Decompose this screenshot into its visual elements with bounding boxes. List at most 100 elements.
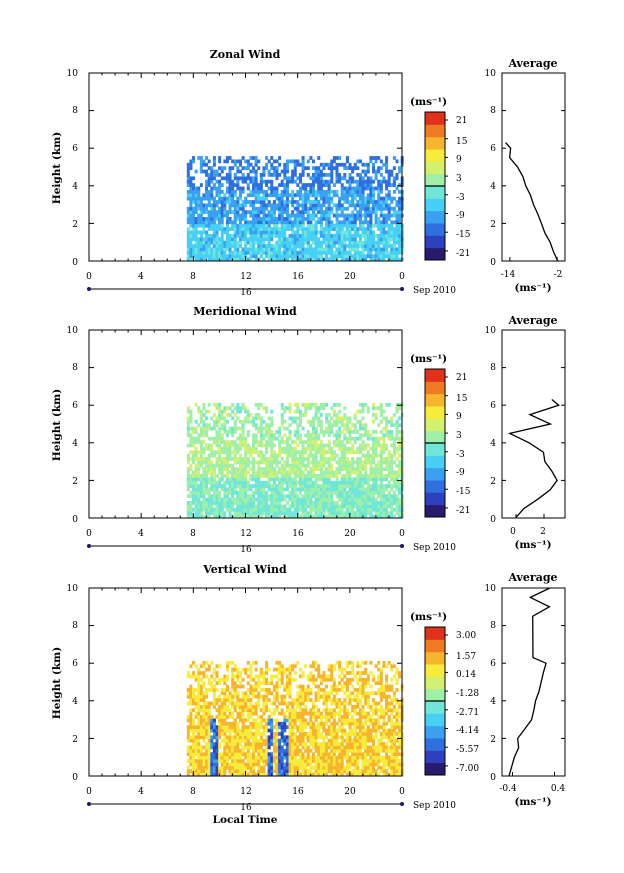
heatmap-cell <box>223 752 227 757</box>
heatmap-cell <box>197 507 201 512</box>
heatmap-cell <box>210 189 214 194</box>
heatmap-cell <box>231 725 235 730</box>
heatmap-cell <box>319 497 323 502</box>
heatmap-cell <box>186 514 190 519</box>
colorbar-segment <box>425 369 445 382</box>
heatmap-cell <box>385 217 389 221</box>
heatmap-cell <box>212 423 216 428</box>
heatmap-cell <box>199 691 203 696</box>
heatmap-cell <box>304 514 308 519</box>
heatmap-cell <box>288 233 292 238</box>
heatmap-cell <box>379 450 383 455</box>
heatmap-cell <box>207 200 211 204</box>
heatmap-cell <box>322 166 326 171</box>
heatmap-cell <box>327 490 331 495</box>
heatmap-cell <box>233 203 237 208</box>
heatmap-cell <box>330 463 334 468</box>
heatmap-cell <box>293 484 297 488</box>
heatmap-cell <box>361 416 365 421</box>
heatmap-cell <box>233 738 237 743</box>
heatmap-cell <box>257 189 261 194</box>
heatmap-cell <box>348 162 352 167</box>
heatmap-cell <box>285 220 289 225</box>
heatmap-cell <box>377 254 381 259</box>
heatmap-cell <box>236 186 240 191</box>
heatmap-cell <box>236 409 240 414</box>
heatmap-cell <box>317 193 321 198</box>
heatmap-cell <box>392 494 396 499</box>
heatmap-cell <box>241 718 245 723</box>
heatmap-cell <box>252 237 256 242</box>
heatmap-cell <box>343 413 347 417</box>
heatmap-cell <box>270 433 274 438</box>
heatmap-cell <box>241 423 245 428</box>
heatmap-cell <box>233 759 237 763</box>
heatmap-cell <box>220 176 224 181</box>
heatmap-cell <box>270 206 274 211</box>
heatmap-cell <box>366 433 370 438</box>
heatmap-cell <box>223 718 227 723</box>
heatmap-cell <box>304 166 308 171</box>
heatmap-cell <box>327 426 331 431</box>
heatmap-cell <box>244 487 248 492</box>
heatmap-cell <box>366 487 370 492</box>
heatmap-cell <box>353 223 357 228</box>
heatmap-cell <box>231 684 235 689</box>
heatmap-cell <box>228 426 232 431</box>
heatmap-cell <box>207 254 211 259</box>
heatmap-cell <box>259 416 263 421</box>
heatmap-cell <box>309 507 313 512</box>
heatmap-cell <box>205 752 209 757</box>
heatmap-cell <box>194 430 198 434</box>
heatmap-cell <box>364 490 368 495</box>
heatmap-cell <box>259 433 263 438</box>
heatmap-cell <box>249 200 253 204</box>
heatmap-cell <box>262 206 266 211</box>
heatmap-cell <box>343 446 347 451</box>
heatmap-cell <box>215 514 219 519</box>
heatmap-cell <box>257 732 261 736</box>
heatmap-cell <box>231 463 235 468</box>
heatmap-cell <box>332 480 336 485</box>
heatmap-cell <box>372 257 376 262</box>
heatmap-cell <box>262 490 266 495</box>
heatmap-cell <box>293 487 297 492</box>
heatmap-cell <box>252 470 256 475</box>
heatmap-cell <box>207 233 211 238</box>
heatmap-cell <box>312 440 316 444</box>
heatmap-cell <box>231 667 235 672</box>
heatmap-cell <box>270 511 274 516</box>
heatmap-cell <box>252 416 256 421</box>
heatmap-cell <box>210 446 214 451</box>
heatmap-cell <box>358 474 362 478</box>
heatmap-cell <box>340 504 344 509</box>
heatmap-cell <box>293 166 297 171</box>
heatmap-cell <box>335 440 339 444</box>
heatmap-cell <box>225 759 229 763</box>
heatmap-cell <box>205 423 209 428</box>
heatmap-cell <box>225 698 229 702</box>
heatmap-cell <box>398 210 402 215</box>
heatmap-cell <box>291 501 295 505</box>
heatmap-cell <box>254 474 258 478</box>
heatmap-cell <box>223 463 227 468</box>
heatmap-cell <box>288 433 292 438</box>
heatmap-cell <box>265 514 269 519</box>
heatmap-cell <box>358 250 362 255</box>
heatmap-cell <box>228 250 232 255</box>
heatmap-cell <box>238 162 242 167</box>
heatmap-cell <box>254 402 258 407</box>
heatmap-cell <box>254 436 258 441</box>
heatmap-cell <box>353 257 357 262</box>
heatmap-cell <box>225 176 229 181</box>
heatmap-cell <box>210 467 214 472</box>
heatmap-cell <box>262 233 266 238</box>
heatmap-cell <box>218 159 222 164</box>
heatmap-cell <box>364 402 368 407</box>
heatmap-cell <box>335 206 339 211</box>
heatmap-cell <box>259 507 263 512</box>
heatmap-cell <box>199 203 203 208</box>
heatmap-cell <box>319 402 323 407</box>
heatmap-cell <box>377 206 381 211</box>
heatmap-cell <box>218 484 222 488</box>
